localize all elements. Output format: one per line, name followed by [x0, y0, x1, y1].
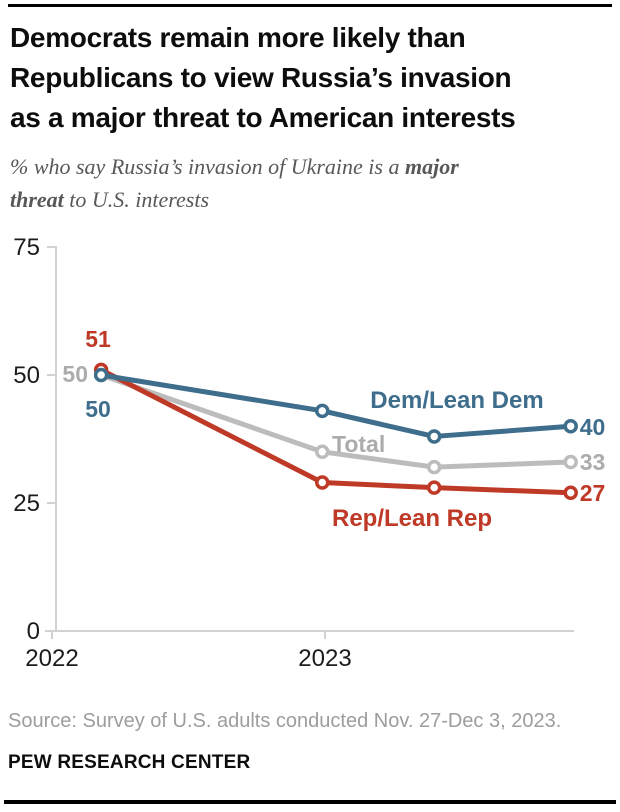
data-point-marker-rep	[563, 485, 578, 501]
top-rule	[8, 4, 612, 7]
series-line-total	[98, 372, 574, 470]
series-label-dem: Dem/Lean Dem	[370, 387, 543, 414]
chart-title: Democrats remain more likely than Republ…	[10, 18, 616, 138]
x-axis-tick-label: 2022	[25, 645, 78, 672]
chart-title-line-1: Democrats remain more likely than	[10, 22, 466, 53]
chart-subtitle: % who say Russia’s invasion of Ukraine i…	[10, 150, 610, 216]
subtitle-bold-text: threat	[10, 187, 64, 212]
data-point-marker-dem	[93, 367, 109, 383]
subtitle-bold-text: major	[404, 154, 459, 179]
value-label-last-total: 33	[580, 449, 606, 475]
y-axis-tick-label: 0	[27, 618, 40, 645]
value-label-last-rep: 27	[580, 480, 606, 506]
chart-title-line-2: Republicans to view Russia’s invasion	[10, 62, 512, 93]
data-point-marker-dem	[426, 429, 442, 444]
y-axis-tick-label: 25	[13, 490, 40, 517]
series-line-rep	[98, 367, 574, 496]
data-point-marker-rep	[426, 480, 442, 495]
value-label-last-dem: 40	[580, 414, 606, 440]
bottom-rule	[4, 800, 616, 804]
brand-footer: PEW RESEARCH CENTER	[8, 752, 251, 773]
data-point-marker-rep	[315, 475, 330, 490]
value-label-first-rep: 51	[85, 326, 111, 352]
subtitle-text: % who say Russia’s invasion of Ukraine i…	[10, 154, 405, 179]
data-point-marker-dem	[315, 403, 330, 419]
data-point-marker-total	[315, 444, 330, 460]
data-point-marker-dem	[563, 418, 578, 434]
data-point-marker-total	[426, 459, 442, 475]
value-label-first-total: 50	[62, 361, 88, 387]
x-axis-tick-label: 2023	[298, 645, 351, 672]
series-label-total: Total	[332, 431, 385, 457]
series-label-rep: Rep/Lean Rep	[332, 505, 492, 532]
series-line-dem	[98, 372, 574, 439]
chart-title-line-3: as a major threat to American interests	[10, 102, 516, 133]
subtitle-text: to U.S. interests	[63, 187, 210, 212]
data-point-marker-total	[563, 454, 578, 470]
y-axis-tick-label: 75	[13, 234, 40, 261]
y-axis-tick-label: 50	[13, 362, 40, 389]
source-note: Source: Survey of U.S. adults conducted …	[8, 710, 562, 732]
value-label-first-dem: 50	[85, 396, 111, 422]
